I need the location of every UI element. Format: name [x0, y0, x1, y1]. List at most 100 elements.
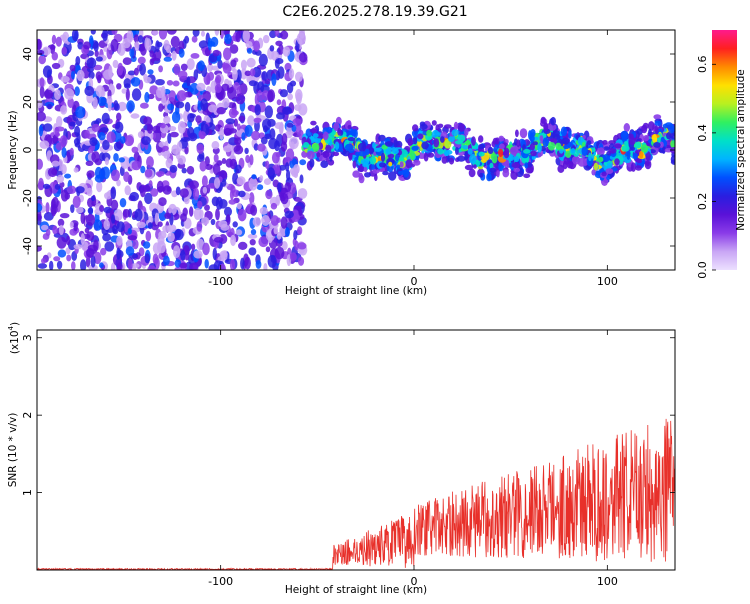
- spectrogram-cell: [478, 143, 485, 150]
- spectrogram-cell: [247, 233, 258, 239]
- spectrogram-cell: [57, 249, 67, 258]
- spectrogram-cell: [177, 70, 188, 79]
- spectrogram-cell: [42, 123, 53, 132]
- spectrogram-cell: [253, 117, 262, 124]
- spectrogram-cell: [139, 184, 146, 198]
- spectrogram-cell: [271, 51, 280, 61]
- spectrogram-cell: [112, 224, 118, 234]
- spectrogram-cell: [75, 56, 81, 66]
- spectrogram-cell: [419, 121, 426, 127]
- spectrogram-cell: [196, 82, 206, 92]
- spectrogram-cell: [230, 234, 237, 247]
- colorbar-gradient: [712, 30, 737, 270]
- spectrogram-cell: [222, 97, 230, 109]
- spectrogram-cell: [39, 85, 45, 99]
- spectrogram-cell: [45, 202, 50, 214]
- spectrogram-cell: [265, 189, 273, 200]
- spectrogram-cell: [378, 162, 386, 168]
- spectrogram-cell: [233, 81, 240, 91]
- spectrogram-cell: [421, 141, 429, 150]
- spectrogram-cell: [52, 134, 59, 144]
- spectrogram-cell: [90, 30, 96, 35]
- spectrogram-cell: [423, 152, 429, 162]
- spectrogram-cell: [213, 153, 219, 163]
- spectrogram-cell: [516, 139, 521, 148]
- spectrogram-cell: [217, 59, 223, 69]
- spectrogram-cell: [360, 158, 370, 166]
- spectrogram-cell: [372, 142, 376, 149]
- spectrogram-cell: [69, 221, 74, 229]
- spectrogram-cell: [177, 121, 186, 134]
- spectrogram-cell: [51, 160, 60, 167]
- spectrogram-cell: [621, 145, 630, 152]
- colorbar: 0.0 0.2 0.4 0.6 Normalized spectral amplitu…: [696, 30, 747, 279]
- spectrogram-cell: [358, 174, 365, 184]
- spectrogram-cell: [323, 131, 329, 141]
- spectrogram-cell: [104, 157, 109, 166]
- spectrogram-cell: [84, 129, 90, 139]
- spectrogram-cell: [158, 65, 164, 73]
- spectrogram-cell: [246, 48, 253, 54]
- spectrogram-cell: [259, 175, 264, 182]
- spectrogram-cell: [608, 140, 616, 145]
- spectrogram-cell: [246, 57, 256, 68]
- spectrogram-cell: [279, 89, 288, 98]
- spectrogram-cell: [284, 62, 292, 72]
- spectrogram-cell: [188, 132, 198, 142]
- spectrogram-cell: [208, 264, 219, 270]
- spectrogram-cell: [152, 125, 161, 134]
- spectrogram-cell: [76, 69, 85, 82]
- spectrogram-cell: [210, 218, 216, 226]
- spectrogram-cell: [175, 101, 185, 109]
- spectrogram-cell: [462, 145, 469, 150]
- spectrogram-cell: [51, 196, 59, 209]
- spectrogram-ytick-label: -20: [21, 189, 34, 207]
- spectrogram-cell: [145, 230, 152, 242]
- spectrogram-cell: [287, 93, 293, 101]
- spectrogram-cell: [277, 66, 285, 79]
- spectrogram-cell: [247, 115, 255, 127]
- spectrogram-cell: [113, 153, 119, 162]
- spectrogram-cell: [529, 143, 536, 151]
- spectrogram-cell: [299, 174, 304, 184]
- spectrogram-cell: [325, 144, 332, 153]
- spectrogram-cell: [382, 170, 389, 176]
- spectrogram-cell: [38, 55, 46, 65]
- spectrogram-cell: [209, 54, 218, 63]
- spectrogram-cell: [55, 36, 62, 47]
- spectrogram-cell: [43, 89, 54, 99]
- spectrogram-cell: [273, 226, 279, 235]
- spectrogram-cell: [280, 30, 289, 40]
- spectrogram-cell: [457, 134, 466, 143]
- spectrogram-cell: [264, 133, 272, 140]
- spectrogram-cell: [244, 70, 252, 77]
- spectrogram-cell: [176, 141, 183, 153]
- spectrogram-cell: [157, 235, 165, 246]
- spectrogram-cell: [123, 171, 130, 183]
- spectrogram-cell: [250, 229, 257, 235]
- colorbar-label: Normalized spectral amplitude: [735, 69, 747, 230]
- spectrogram-cell: [236, 202, 242, 210]
- spectrogram-cell: [255, 260, 262, 269]
- spectrogram-cell: [85, 255, 91, 268]
- spectrogram-cell: [288, 137, 299, 150]
- spectrogram-cell: [174, 229, 184, 241]
- spectrogram-cell: [158, 30, 168, 40]
- spectrogram-cell: [498, 135, 505, 142]
- spectrogram-cell: [166, 80, 174, 86]
- spectrogram-cell: [267, 89, 276, 102]
- spectrogram-cell: [228, 107, 238, 119]
- spectrogram-cell: [116, 264, 121, 270]
- spectrogram-cell: [563, 156, 570, 165]
- spectrogram-cell: [143, 116, 153, 126]
- spectrogram-cell: [142, 241, 151, 249]
- spectrogram-cell: [202, 186, 208, 194]
- spectrogram-cell: [103, 69, 113, 80]
- spectrogram-cell: [448, 157, 455, 165]
- spectrogram-cell: [66, 185, 77, 194]
- spectrogram-cell: [122, 38, 131, 49]
- spectrogram-cell: [286, 122, 294, 128]
- spectrogram-cell: [347, 137, 356, 142]
